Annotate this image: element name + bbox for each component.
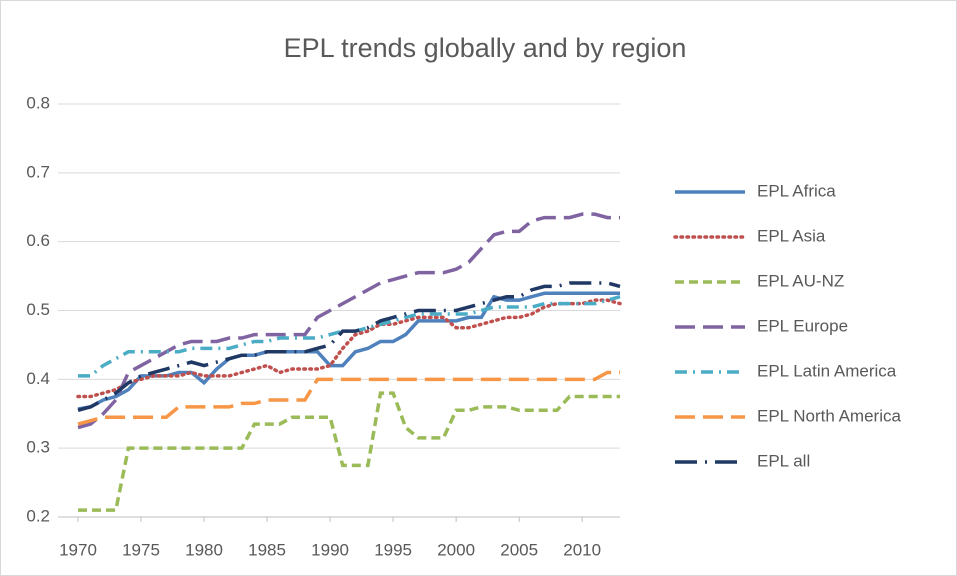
y-tick-label: 0.7 bbox=[26, 162, 50, 181]
y-tick-label: 0.2 bbox=[26, 506, 50, 525]
legend-label: EPL North America bbox=[757, 406, 901, 425]
chart-title: EPL trends globally and by region bbox=[284, 33, 687, 63]
series-line bbox=[78, 295, 621, 378]
x-tick-label: 1985 bbox=[248, 540, 286, 559]
x-tick-label: 1980 bbox=[185, 540, 223, 559]
x-tick-label: 1995 bbox=[374, 540, 412, 559]
y-tick-label: 0.4 bbox=[26, 369, 50, 388]
legend-label: EPL Asia bbox=[757, 226, 826, 245]
x-tick-label: 2010 bbox=[563, 540, 601, 559]
series-line bbox=[77, 291, 620, 411]
x-tick-label: 1975 bbox=[122, 540, 160, 559]
x-tick-label: 2005 bbox=[500, 540, 538, 559]
legend-label: EPL all bbox=[757, 451, 810, 470]
legend-label: EPL AU-NZ bbox=[757, 271, 844, 290]
x-tick-label: 1990 bbox=[311, 540, 349, 559]
y-tick-label: 0.8 bbox=[26, 93, 50, 112]
legend-label: EPL Latin America bbox=[757, 361, 897, 380]
x-tick-label: 1970 bbox=[59, 540, 97, 559]
legend-label: EPL Africa bbox=[757, 181, 836, 200]
series-line bbox=[77, 281, 621, 412]
y-tick-label: 0.5 bbox=[26, 300, 50, 319]
y-tick-label: 0.3 bbox=[26, 438, 50, 457]
series-line bbox=[78, 391, 620, 512]
legend-label: EPL Europe bbox=[757, 316, 848, 335]
y-tick-label: 0.6 bbox=[26, 231, 50, 250]
x-tick-label: 2000 bbox=[437, 540, 475, 559]
series-line bbox=[77, 370, 620, 426]
